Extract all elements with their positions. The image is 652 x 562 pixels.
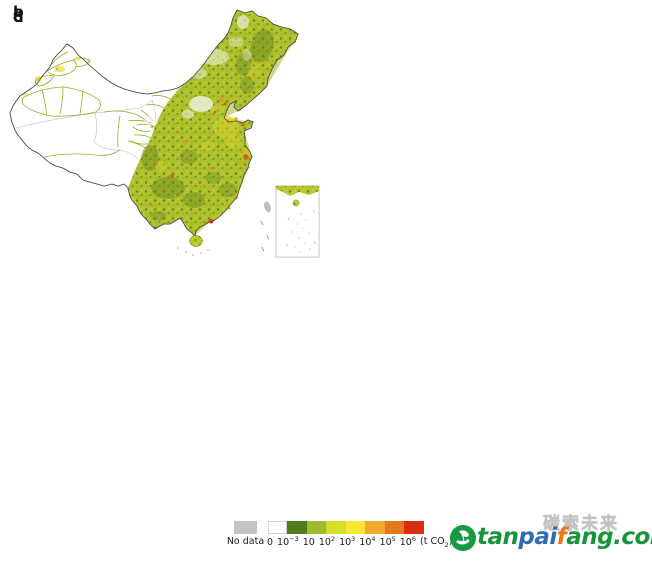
- tick-0: 0: [267, 537, 274, 549]
- tick-3: 102: [318, 535, 336, 549]
- tick-4: 103: [339, 535, 356, 549]
- panel-label-c: c: [13, 8, 22, 26]
- scale-swatch: [287, 521, 307, 534]
- china-emissions-map-d: [0, 0, 326, 258]
- tick-6: 105: [379, 535, 396, 549]
- color-scale-bar: [268, 521, 424, 534]
- watermark-site-text: tanpaifang.com: [477, 524, 652, 550]
- tick-5: 104: [359, 535, 376, 549]
- scale-swatch: [326, 521, 346, 534]
- scale-swatch: [365, 521, 385, 534]
- panel-b: b: [0, 0, 326, 258]
- tick-7: 106: [399, 535, 416, 549]
- panel-c: c: [0, 0, 326, 258]
- tanpaifang-logo-icon: [450, 525, 476, 551]
- panel-a: a: [0, 0, 326, 258]
- panel-d: d: [0, 0, 326, 258]
- scale-swatch: [306, 521, 326, 534]
- tick-2: 10: [302, 537, 315, 549]
- scale-swatch: [345, 521, 365, 534]
- panel-label-d: d: [13, 8, 24, 26]
- scale-swatch: [268, 521, 287, 534]
- no-data-swatch: [234, 521, 257, 534]
- tick-1: 10−3: [277, 535, 299, 549]
- no-data-label: No data: [226, 536, 265, 547]
- scale-swatch: [404, 521, 424, 534]
- scale-tick-labels: 0 10−3 10 102 103 104 105 106 (t CO2): [267, 536, 452, 548]
- scale-swatch: [384, 521, 404, 534]
- panel-label-a: a: [13, 3, 24, 21]
- panel-label-b: b: [13, 3, 24, 21]
- watermark-cn-text: 碳索未来: [543, 514, 619, 534]
- tanpaifang-watermark: 碳索未来 tanpaifang.com: [446, 505, 652, 562]
